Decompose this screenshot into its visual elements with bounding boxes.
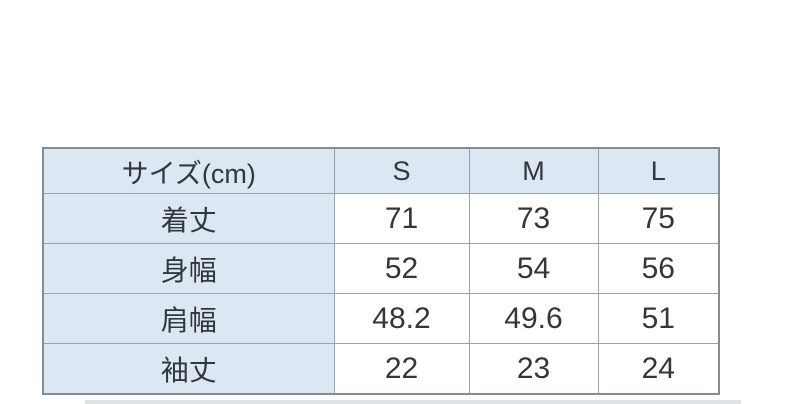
header-size-m: M: [468, 147, 599, 194]
cell-body-width-s: 52: [333, 243, 470, 294]
cell-body-width-l: 56: [597, 243, 720, 294]
cell-body-length-m: 73: [468, 193, 599, 244]
header-size-unit: サイズ(cm): [42, 147, 335, 194]
size-chart-table: サイズ(cm) S M L 着丈 71 73 75 身幅 52 54 56 肩幅…: [42, 147, 720, 395]
table-row-sleeve-length: 袖丈 22 23 24: [42, 343, 720, 395]
cell-body-length-s: 71: [333, 193, 470, 244]
row-label-sleeve-length: 袖丈: [42, 343, 335, 395]
cell-body-length-l: 75: [597, 193, 720, 244]
cropped-content-edge: [85, 400, 741, 404]
table-row-body-width: 身幅 52 54 56: [42, 243, 720, 294]
row-label-body-width: 身幅: [42, 243, 335, 294]
row-label-shoulder-width: 肩幅: [42, 293, 335, 344]
cell-sleeve-length-m: 23: [468, 343, 599, 395]
cell-sleeve-length-s: 22: [333, 343, 470, 395]
row-label-body-length: 着丈: [42, 193, 335, 244]
header-size-s: S: [333, 147, 470, 194]
cell-sleeve-length-l: 24: [597, 343, 720, 395]
size-chart-header-row: サイズ(cm) S M L: [42, 147, 720, 194]
cell-shoulder-width-s: 48.2: [333, 293, 470, 344]
cell-shoulder-width-m: 49.6: [468, 293, 599, 344]
header-size-l: L: [597, 147, 720, 194]
table-row-body-length: 着丈 71 73 75: [42, 193, 720, 244]
cell-body-width-m: 54: [468, 243, 599, 294]
table-row-shoulder-width: 肩幅 48.2 49.6 51: [42, 293, 720, 344]
cell-shoulder-width-l: 51: [597, 293, 720, 344]
